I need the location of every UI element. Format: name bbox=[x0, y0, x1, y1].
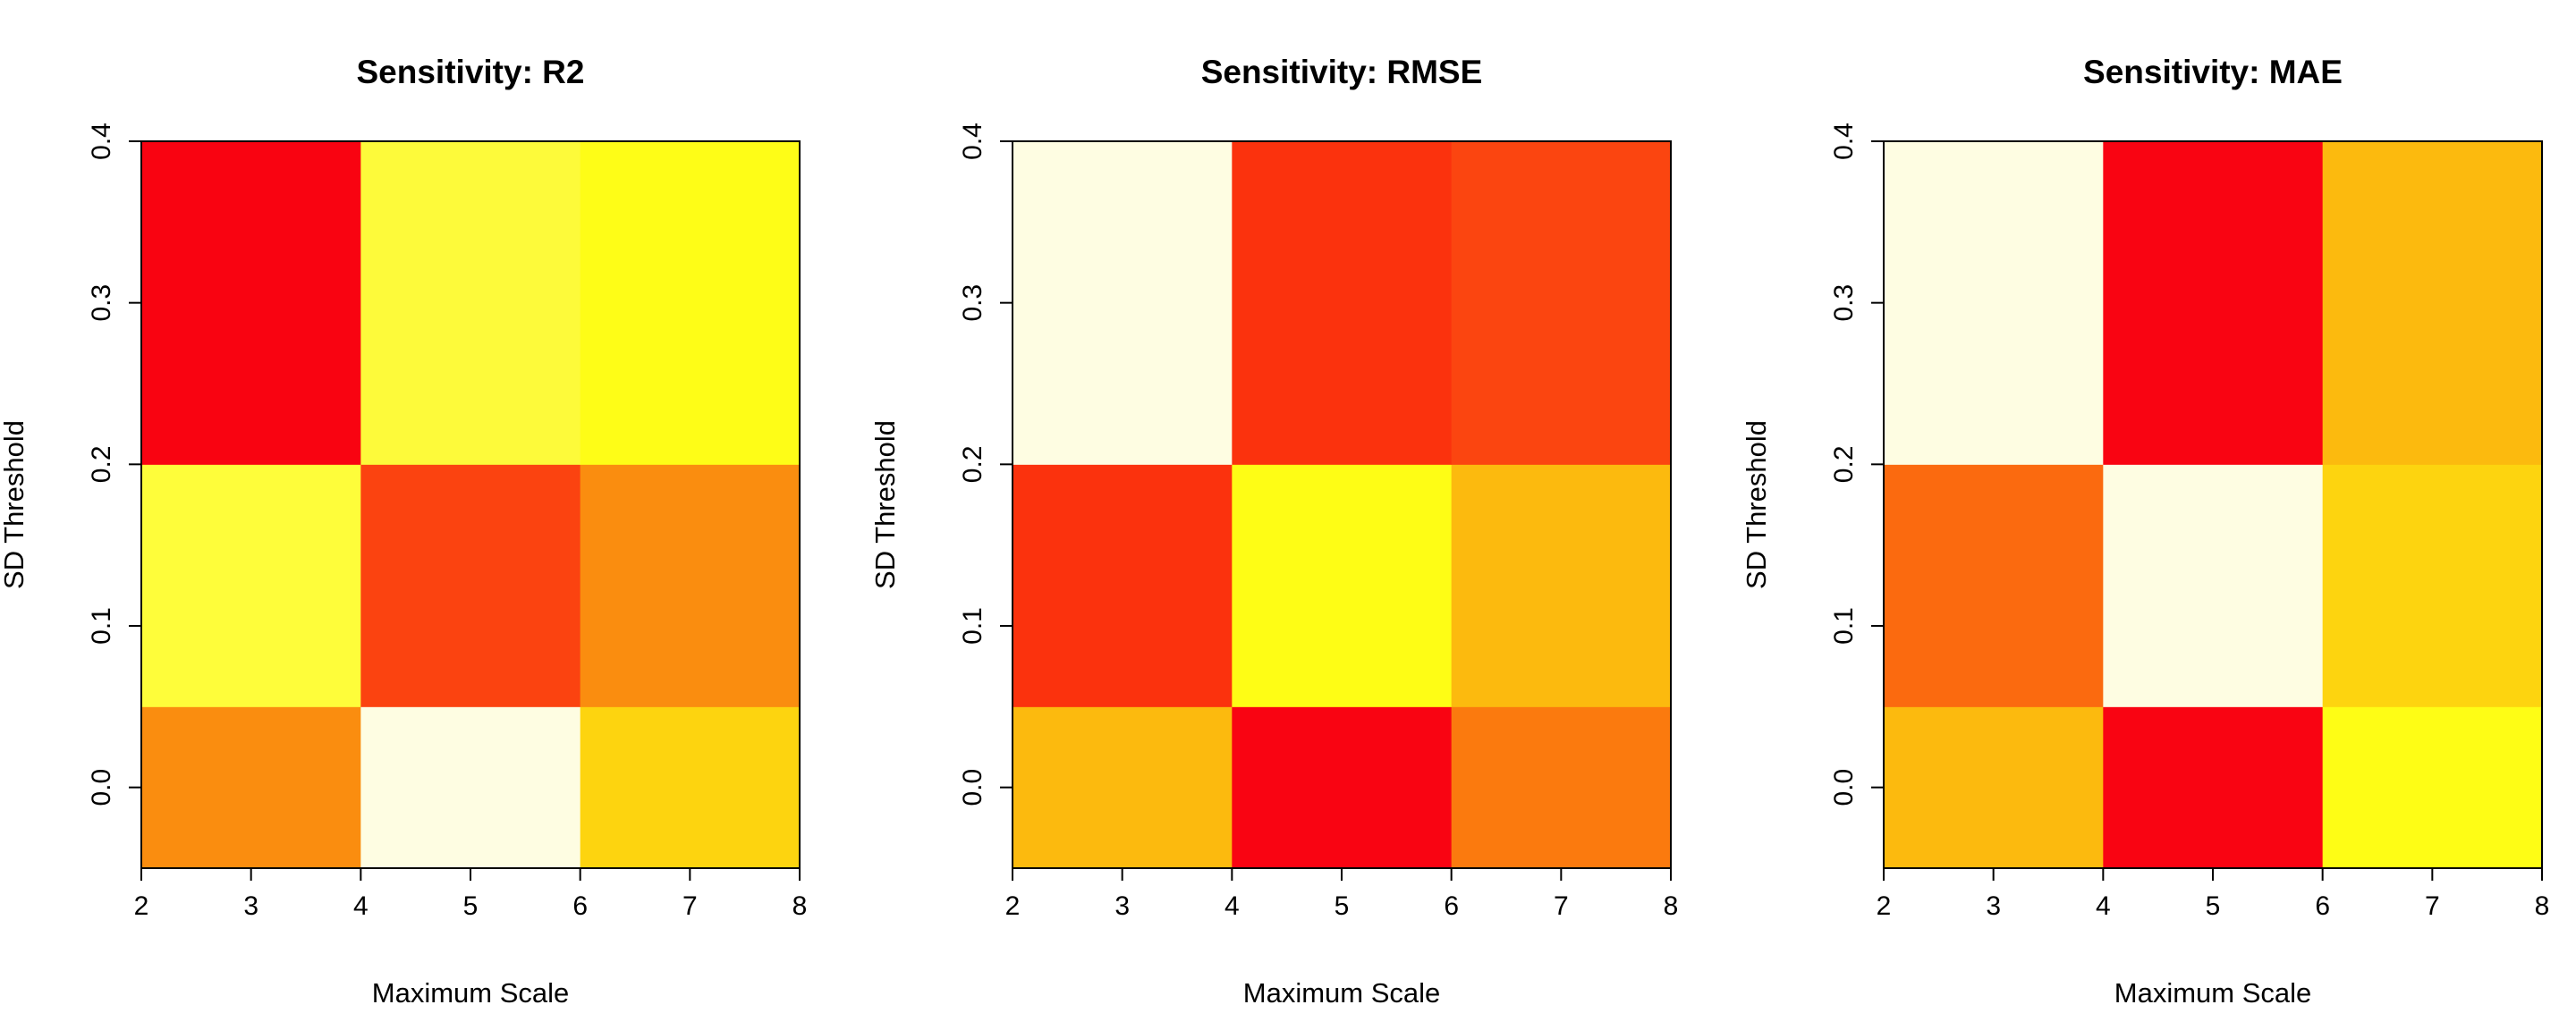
x-tick-label: 8 bbox=[792, 891, 808, 921]
x-tick-label: 3 bbox=[243, 891, 258, 921]
heatmap-cell bbox=[1884, 706, 2104, 869]
heatmap-cell bbox=[2322, 464, 2543, 707]
heatmap-cell bbox=[1013, 706, 1233, 869]
y-tick-label: 0.1 bbox=[958, 607, 987, 645]
y-tick-label: 0.2 bbox=[958, 445, 987, 483]
y-axis-label: SD Threshold bbox=[1741, 420, 1772, 589]
heatmap-cell bbox=[1451, 464, 1672, 707]
heatmap-cell bbox=[141, 141, 361, 465]
heatmap-cell bbox=[360, 706, 581, 869]
chart-title: Sensitivity: MAE bbox=[2083, 54, 2343, 90]
heatmap-cell bbox=[2322, 141, 2543, 465]
x-axis-label: Maximum Scale bbox=[2114, 977, 2312, 1009]
x-tick-label: 6 bbox=[1444, 891, 1459, 921]
heatmap-cell bbox=[1884, 141, 2104, 465]
heatmap-cell bbox=[141, 706, 361, 869]
heatmap-cell bbox=[141, 464, 361, 707]
y-tick-label: 0.3 bbox=[1829, 284, 1859, 322]
heatmap-cell bbox=[580, 706, 801, 869]
y-tick-label: 0.3 bbox=[87, 284, 116, 322]
x-tick-label: 6 bbox=[572, 891, 588, 921]
heatmap-cell bbox=[1884, 464, 2104, 707]
x-tick-label: 5 bbox=[1335, 891, 1350, 921]
y-axis-label: SD Threshold bbox=[0, 420, 30, 589]
x-tick-label: 6 bbox=[2315, 891, 2330, 921]
x-axis-label: Maximum Scale bbox=[1243, 977, 1441, 1009]
chart-title: Sensitivity: RMSE bbox=[1201, 54, 1483, 90]
y-tick-label: 0.4 bbox=[958, 122, 987, 160]
y-tick-label: 0.2 bbox=[87, 445, 116, 483]
heatmap-cell bbox=[360, 464, 581, 707]
x-tick-label: 3 bbox=[1986, 891, 2001, 921]
y-tick-label: 0.2 bbox=[1829, 445, 1859, 483]
heatmap-cell bbox=[1232, 706, 1453, 869]
heatmap-cell bbox=[360, 141, 581, 465]
y-tick-label: 0.1 bbox=[87, 607, 116, 645]
x-tick-label: 8 bbox=[2535, 891, 2550, 921]
heatmap-cell bbox=[2103, 464, 2324, 707]
x-tick-label: 4 bbox=[353, 891, 369, 921]
x-tick-label: 7 bbox=[2425, 891, 2440, 921]
x-tick-label: 4 bbox=[1224, 891, 1240, 921]
heatmap-cell bbox=[1232, 141, 1453, 465]
x-tick-label: 5 bbox=[2206, 891, 2221, 921]
heatmap-cell bbox=[1013, 464, 1233, 707]
x-tick-label: 7 bbox=[682, 891, 698, 921]
y-tick-label: 0.0 bbox=[1829, 769, 1859, 806]
heatmap-cell bbox=[580, 141, 801, 465]
x-tick-label: 8 bbox=[1664, 891, 1679, 921]
heatmap-cell bbox=[2322, 706, 2543, 869]
x-tick-label: 3 bbox=[1114, 891, 1130, 921]
x-tick-label: 2 bbox=[134, 891, 149, 921]
heatmap-cell bbox=[1451, 706, 1672, 869]
x-tick-label: 7 bbox=[1554, 891, 1569, 921]
y-tick-label: 0.0 bbox=[87, 769, 116, 806]
heatmap-cell bbox=[1013, 141, 1233, 465]
heatmap-cell bbox=[2103, 706, 2324, 869]
x-tick-label: 2 bbox=[1005, 891, 1021, 921]
x-axis-label: Maximum Scale bbox=[372, 977, 570, 1009]
x-tick-label: 5 bbox=[463, 891, 479, 921]
heatmap-cell bbox=[2103, 141, 2324, 465]
y-tick-label: 0.0 bbox=[958, 769, 987, 806]
y-tick-label: 0.1 bbox=[1829, 607, 1859, 645]
heatmap-cell bbox=[580, 464, 801, 707]
y-tick-label: 0.3 bbox=[958, 284, 987, 322]
y-tick-label: 0.4 bbox=[87, 122, 116, 160]
heatmap-cell bbox=[1232, 464, 1453, 707]
y-tick-label: 0.4 bbox=[1829, 122, 1859, 160]
chart-title: Sensitivity: R2 bbox=[357, 54, 585, 90]
x-tick-label: 4 bbox=[2096, 891, 2111, 921]
heatmap-cell bbox=[1451, 141, 1672, 465]
y-axis-label: SD Threshold bbox=[869, 420, 901, 589]
x-tick-label: 2 bbox=[1877, 891, 1892, 921]
